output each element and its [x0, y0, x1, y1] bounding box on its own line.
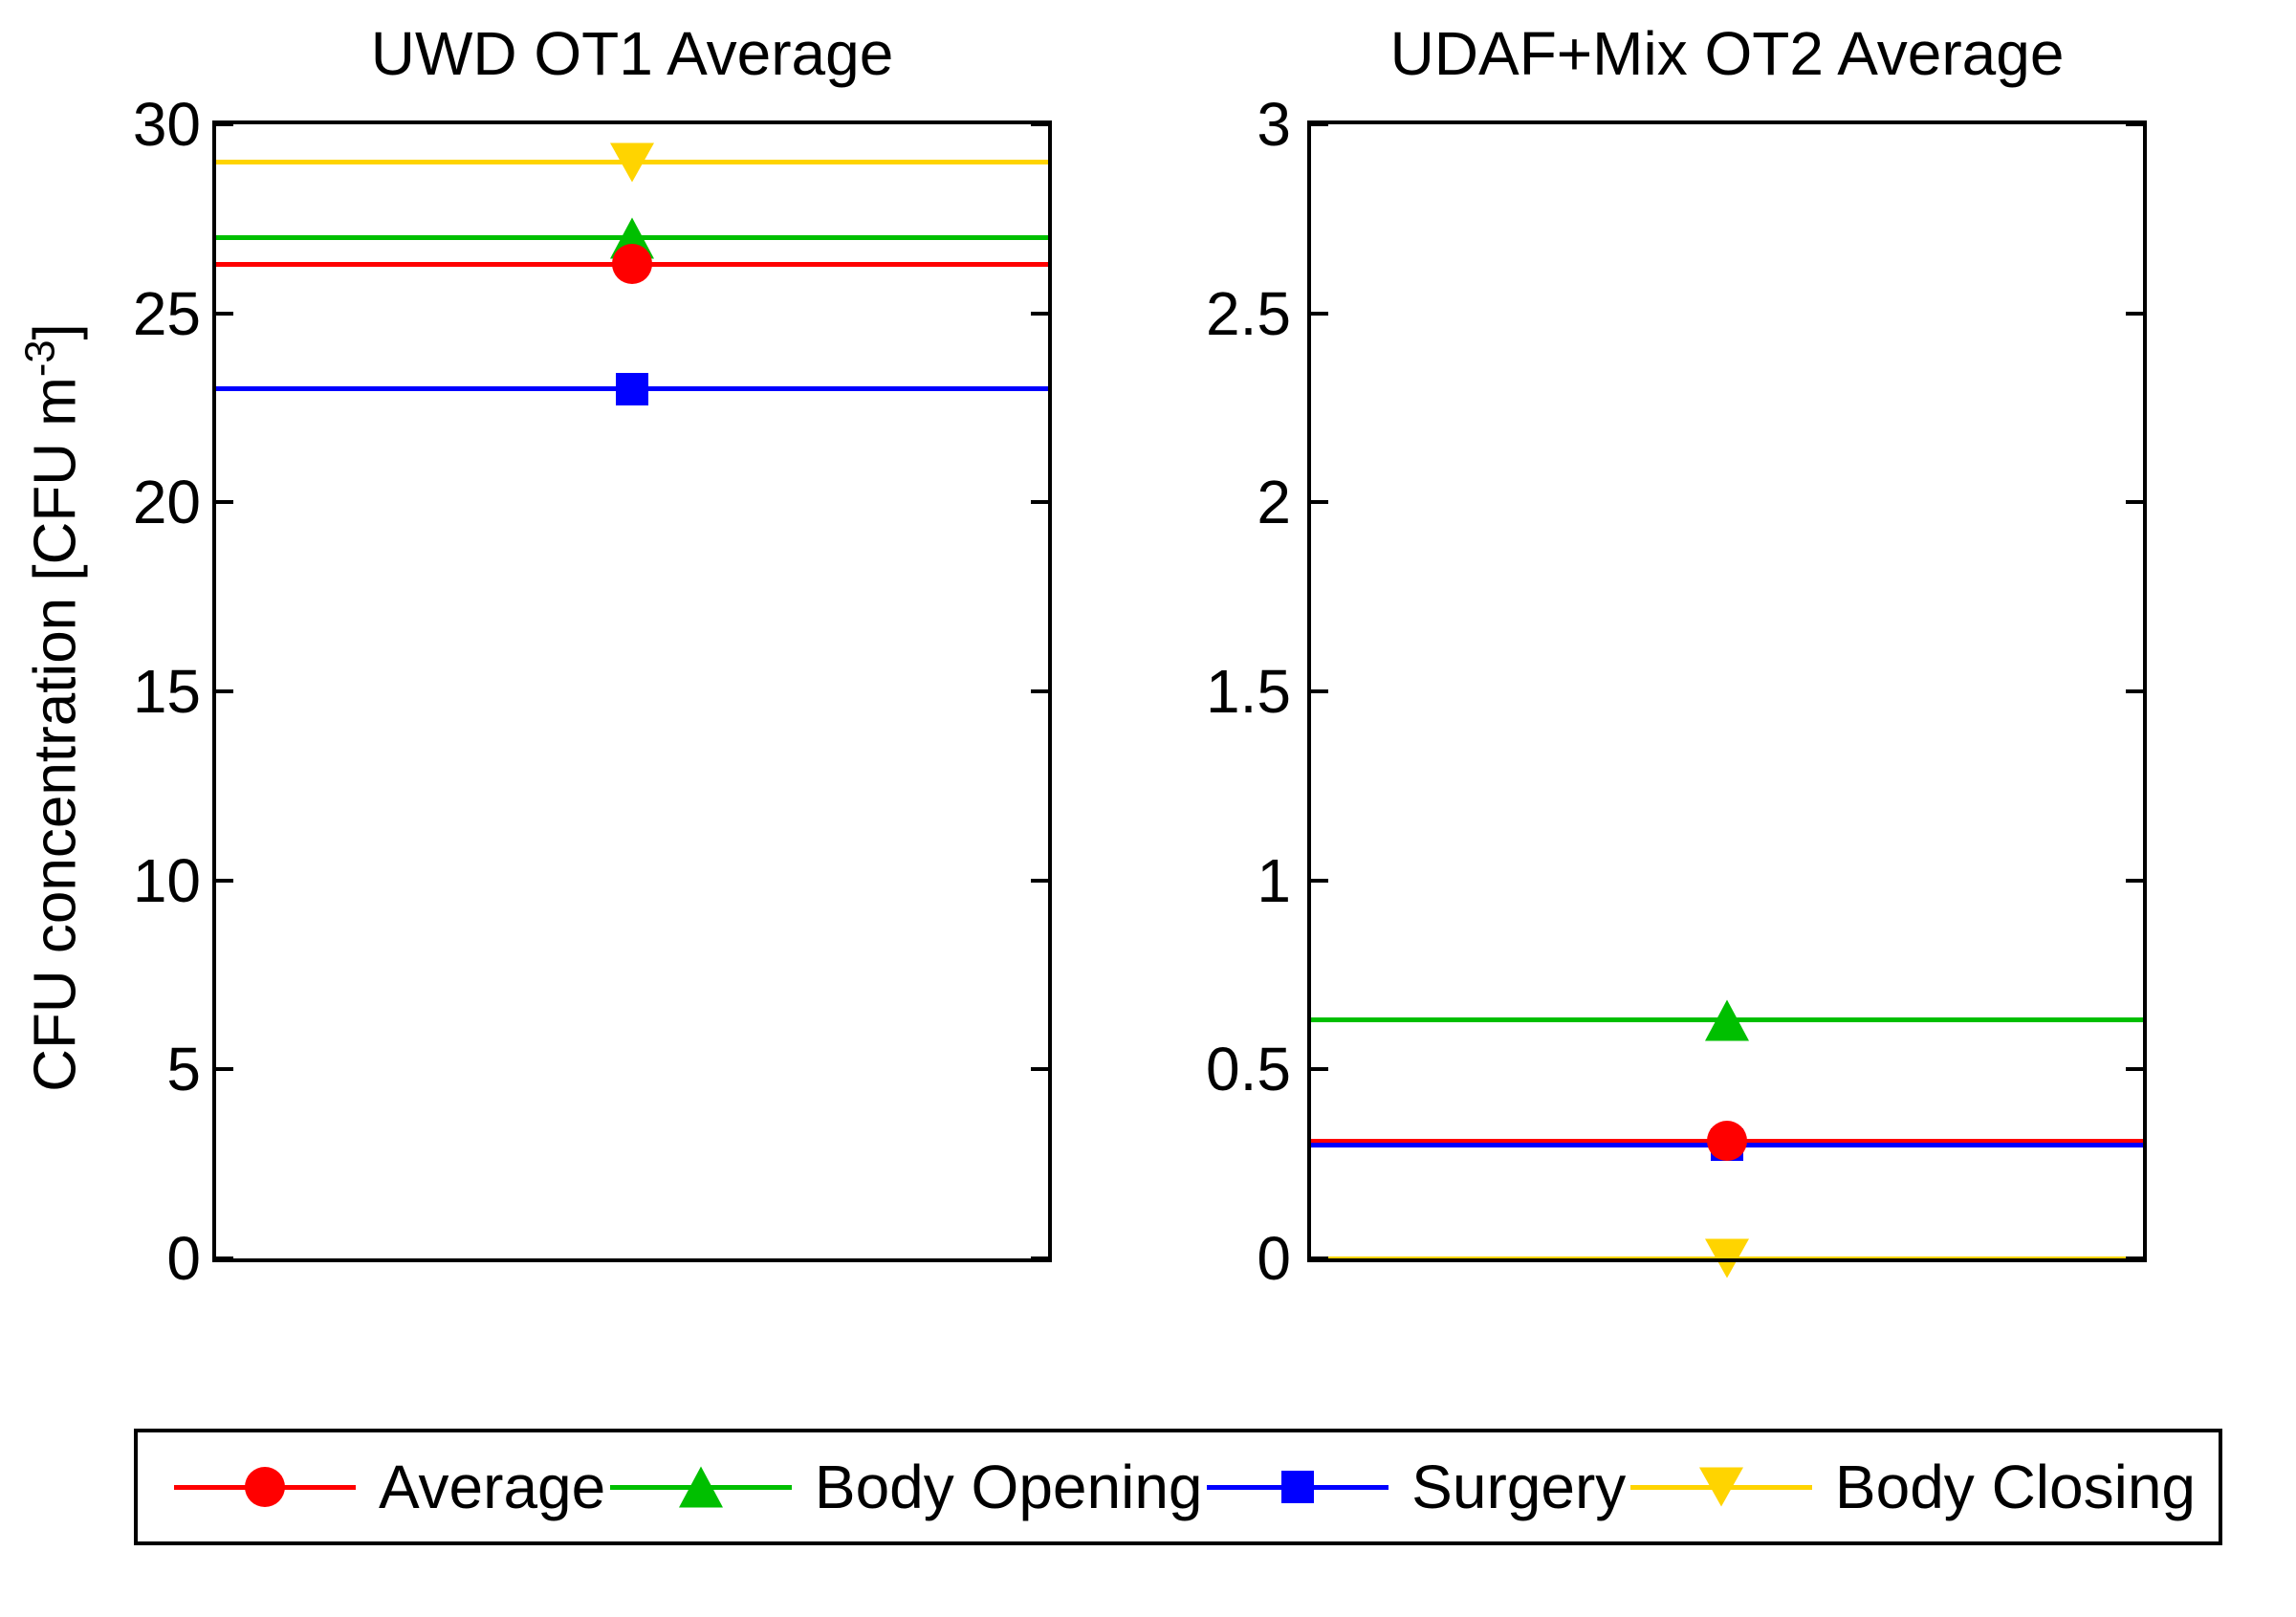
axes-frame	[1307, 120, 2147, 1262]
ytick-mark-left	[216, 878, 233, 883]
y-axis-label-prefix: CFU concentration [CFU m	[22, 377, 89, 1092]
ytick-mark-right	[2126, 689, 2143, 693]
ytick-mark-left	[216, 689, 233, 693]
legend-line-body-opening	[609, 1466, 792, 1508]
legend-line-average	[174, 1467, 356, 1507]
plot-area-left	[212, 120, 1052, 1262]
ytick-mark-right	[1031, 122, 1048, 126]
ytick-mark-right	[1031, 311, 1048, 316]
ytick-label: 20	[132, 468, 201, 537]
ytick-mark-left	[1311, 1067, 1328, 1072]
ytick-label: 3	[1257, 90, 1291, 159]
ytick-mark-left	[1311, 878, 1328, 883]
ytick-mark-right	[2126, 122, 2143, 126]
legend-item-surgery: Surgery	[1207, 1453, 1626, 1521]
y-axis-label-suffix: ]	[22, 323, 89, 340]
legend-label-average: Average	[379, 1453, 606, 1521]
ytick-mark-right	[2126, 311, 2143, 316]
ytick-mark-left	[1311, 500, 1328, 505]
legend-marker-surgery	[1281, 1471, 1315, 1503]
legend-item-average: Average	[174, 1453, 605, 1521]
ytick-mark-left	[216, 1067, 233, 1072]
ytick-label: 1	[1257, 845, 1291, 915]
legend-label-body-closing: Body Closing	[1834, 1453, 2196, 1521]
ytick-label: 0.5	[1206, 1035, 1291, 1104]
ytick-mark-left	[1311, 1256, 1328, 1260]
series-marker-average	[1707, 1121, 1747, 1162]
y-axis-label-superscript: -3	[17, 339, 64, 378]
ytick-mark-right	[1031, 689, 1048, 693]
series-marker-average	[612, 244, 652, 285]
ytick-mark-right	[1031, 500, 1048, 505]
ytick-mark-left	[1311, 689, 1328, 693]
axes-frame	[212, 120, 1052, 1262]
ytick-mark-right	[1031, 1067, 1048, 1072]
ytick-mark-left	[1311, 122, 1328, 126]
ytick-mark-right	[2126, 878, 2143, 883]
legend-item-body-opening: Body Opening	[609, 1453, 1203, 1521]
ytick-mark-right	[1031, 1256, 1048, 1260]
series-marker-body-opening	[1705, 999, 1749, 1041]
ytick-label: 25	[132, 278, 201, 348]
ytick-mark-left	[216, 500, 233, 505]
ytick-label: 1.5	[1206, 657, 1291, 726]
legend-line-surgery	[1207, 1471, 1389, 1503]
ytick-label: 2.5	[1206, 278, 1291, 348]
legend-marker-average	[245, 1467, 285, 1507]
legend-label-body-opening: Body Opening	[814, 1453, 1203, 1521]
legend-line-body-closing	[1629, 1467, 1812, 1507]
ytick-label: 5	[166, 1035, 201, 1104]
legend-item-body-closing: Body Closing	[1629, 1453, 2196, 1521]
ytick-labels-right: 0 0.5 1 1.5 2 2.5 3	[1090, 0, 1291, 1617]
ytick-label: 0	[166, 1224, 201, 1293]
ytick-labels-left: 0 5 10 15 20 25 30	[0, 0, 201, 1617]
legend-label-surgery: Surgery	[1411, 1453, 1627, 1521]
ytick-mark-right	[2126, 1067, 2143, 1072]
ytick-label: 2	[1257, 468, 1291, 537]
series-marker-body-closing	[1705, 1238, 1749, 1278]
ytick-mark-left	[216, 122, 233, 126]
plot-area-right	[1307, 120, 2147, 1278]
legend-marker-body-opening	[678, 1466, 723, 1508]
ytick-label: 30	[132, 90, 201, 159]
ytick-label: 10	[132, 845, 201, 915]
legend-box: Average Body Opening Surgery Body Closing	[134, 1429, 2222, 1545]
ytick-mark-left	[216, 1256, 233, 1260]
ytick-mark-left	[216, 311, 233, 316]
legend-marker-body-closing	[1698, 1467, 1743, 1507]
plot-title-left: UWD OT1 Average	[370, 19, 894, 88]
ytick-mark-right	[2126, 1256, 2143, 1260]
ytick-mark-left	[1311, 311, 1328, 316]
ytick-mark-right	[1031, 878, 1048, 883]
y-axis-label: CFU concentration [CFU m-3]	[18, 323, 90, 1091]
series-marker-surgery	[616, 372, 648, 405]
ytick-label: 0	[1257, 1224, 1291, 1293]
series-marker-body-closing	[610, 142, 654, 183]
ytick-mark-right	[2126, 500, 2143, 505]
ytick-label: 15	[132, 657, 201, 726]
plot-title-right: UDAF+Mix OT2 Average	[1389, 19, 2065, 88]
